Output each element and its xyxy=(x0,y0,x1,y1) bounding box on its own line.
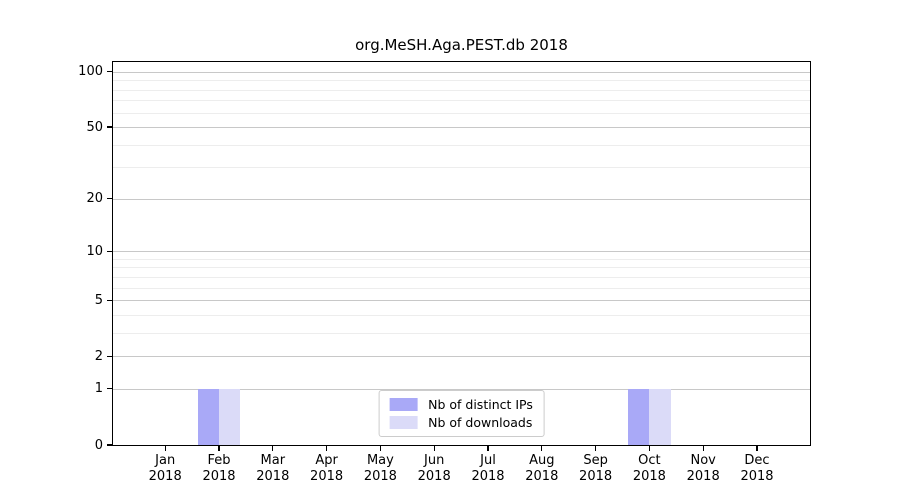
x-tick-label-month: Sep xyxy=(583,453,608,468)
x-tick-label-month: Nov xyxy=(690,453,716,468)
minor-gridline xyxy=(113,167,810,169)
x-tick-label-year: 2018 xyxy=(417,469,451,484)
legend-entry: Nb of downloads xyxy=(389,416,533,429)
x-tick-label-month: Mar xyxy=(260,453,286,468)
x-tick-label-year: 2018 xyxy=(471,469,505,484)
bar-nb-of-distinct-ips xyxy=(628,388,650,445)
x-tick-label: Jun 2018 xyxy=(402,453,466,485)
x-tick-label-year: 2018 xyxy=(525,469,559,484)
legend-entry: Nb of distinct IPs xyxy=(389,398,533,411)
x-tick-mark xyxy=(326,446,328,451)
x-tick-label-year: 2018 xyxy=(686,469,720,484)
major-gridline xyxy=(113,388,810,390)
minor-gridline xyxy=(113,276,810,278)
x-tick-label: Sep 2018 xyxy=(564,453,628,485)
minor-gridline xyxy=(113,258,810,260)
x-tick-label: Dec 2018 xyxy=(725,453,789,485)
y-tick-mark xyxy=(107,71,112,73)
y-tick-label: 20 xyxy=(86,191,103,207)
x-tick-label-month: Dec xyxy=(744,453,770,468)
x-tick-label-month: Aug xyxy=(529,453,555,468)
x-tick-label: Feb 2018 xyxy=(187,453,251,485)
x-tick-label-year: 2018 xyxy=(363,469,397,484)
y-tick-mark xyxy=(107,388,112,390)
minor-gridline xyxy=(113,287,810,289)
x-tick-mark xyxy=(164,446,166,451)
x-tick-mark xyxy=(218,446,220,451)
y-tick-label: 10 xyxy=(86,243,103,259)
x-tick-label-year: 2018 xyxy=(579,469,613,484)
x-tick-label-month: Apr xyxy=(315,453,338,468)
x-tick-label-year: 2018 xyxy=(740,469,774,484)
x-tick-label-month: May xyxy=(366,453,394,468)
minor-gridline xyxy=(113,100,810,102)
x-tick-label: Jan 2018 xyxy=(133,453,197,485)
minor-gridline xyxy=(113,144,810,146)
x-tick-mark xyxy=(595,446,597,451)
y-tick-mark xyxy=(107,355,112,357)
y-tick-mark xyxy=(107,198,112,200)
minor-gridline xyxy=(113,112,810,114)
y-tick-label: 50 xyxy=(86,119,103,135)
major-gridline xyxy=(113,127,810,128)
x-tick-label-month: Jan xyxy=(155,453,176,468)
x-tick-mark xyxy=(648,446,650,451)
x-tick-label-month: Oct xyxy=(638,453,661,468)
y-tick-label: 0 xyxy=(94,437,103,453)
major-gridline xyxy=(113,251,810,253)
y-tick-label: 1 xyxy=(94,381,103,397)
x-tick-label: Nov 2018 xyxy=(671,453,735,485)
legend-swatch xyxy=(389,398,418,411)
y-tick-mark xyxy=(107,250,112,252)
x-tick-label: Jul 2018 xyxy=(456,453,520,485)
y-tick-mark xyxy=(107,444,112,446)
legend-swatch xyxy=(389,416,418,429)
plot-area: Nb of distinct IPs Nb of downloads xyxy=(112,61,811,446)
x-tick-mark xyxy=(379,446,381,451)
x-tick-mark xyxy=(541,446,543,451)
legend-label: Nb of distinct IPs xyxy=(428,397,533,412)
y-tick-label: 5 xyxy=(94,292,103,308)
x-tick-label-year: 2018 xyxy=(310,469,344,484)
x-tick-mark xyxy=(702,446,704,451)
chart-title: org.MeSH.Aga.PEST.db 2018 xyxy=(355,36,568,54)
x-tick-label: Aug 2018 xyxy=(510,453,574,485)
x-tick-label-month: Jun xyxy=(424,453,445,468)
x-tick-mark xyxy=(487,446,489,451)
minor-gridline xyxy=(113,89,810,91)
bar-nb-of-downloads xyxy=(649,388,671,445)
x-tick-label-month: Feb xyxy=(207,453,231,468)
x-tick-label-year: 2018 xyxy=(148,469,182,484)
x-tick-mark xyxy=(433,446,435,451)
x-tick-label: May 2018 xyxy=(348,453,412,485)
major-gridline xyxy=(113,300,810,302)
bar-nb-of-distinct-ips xyxy=(197,388,219,445)
major-gridline xyxy=(113,71,810,73)
x-tick-label: Oct 2018 xyxy=(617,453,681,485)
x-tick-mark xyxy=(756,446,758,451)
minor-gridline xyxy=(113,332,810,334)
minor-gridline xyxy=(113,267,810,269)
x-tick-label-year: 2018 xyxy=(632,469,666,484)
x-tick-label-year: 2018 xyxy=(256,469,290,484)
legend-label: Nb of downloads xyxy=(428,415,533,430)
legend: Nb of distinct IPs Nb of downloads xyxy=(378,390,545,437)
y-tick-mark xyxy=(107,299,112,301)
minor-gridline xyxy=(113,314,810,316)
x-tick-mark xyxy=(272,446,274,451)
major-gridline xyxy=(113,356,810,358)
y-tick-mark xyxy=(107,126,112,128)
x-tick-label: Apr 2018 xyxy=(295,453,359,485)
y-tick-label: 100 xyxy=(78,64,103,80)
minor-gridline xyxy=(113,80,810,82)
y-tick-label: 2 xyxy=(94,348,103,364)
x-tick-label-year: 2018 xyxy=(202,469,236,484)
x-tick-label-month: Jul xyxy=(480,453,496,468)
major-gridline xyxy=(113,198,810,200)
x-tick-label: Mar 2018 xyxy=(241,453,305,485)
bar-nb-of-downloads xyxy=(219,388,241,445)
